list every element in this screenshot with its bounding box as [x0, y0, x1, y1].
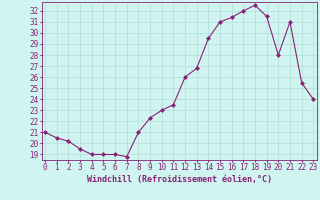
- X-axis label: Windchill (Refroidissement éolien,°C): Windchill (Refroidissement éolien,°C): [87, 175, 272, 184]
